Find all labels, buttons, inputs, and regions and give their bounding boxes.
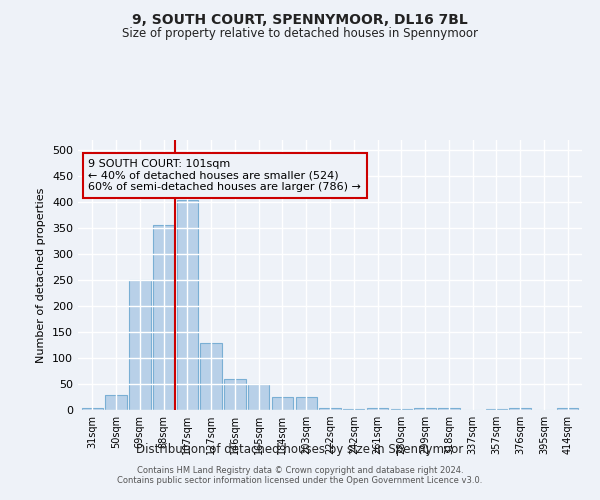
- Bar: [224, 379, 245, 410]
- Text: 9, SOUTH COURT, SPENNYMOOR, DL16 7BL: 9, SOUTH COURT, SPENNYMOOR, DL16 7BL: [132, 12, 468, 26]
- Bar: [438, 408, 460, 410]
- Bar: [486, 409, 507, 410]
- Bar: [415, 408, 436, 410]
- Bar: [153, 225, 174, 410]
- Bar: [391, 409, 412, 410]
- Text: Distribution of detached houses by size in Spennymoor: Distribution of detached houses by size …: [136, 442, 464, 456]
- Bar: [200, 342, 222, 410]
- Bar: [106, 396, 127, 410]
- Bar: [129, 280, 151, 410]
- Bar: [248, 384, 269, 410]
- Text: Contains HM Land Registry data © Crown copyright and database right 2024.
Contai: Contains HM Land Registry data © Crown c…: [118, 466, 482, 485]
- Bar: [509, 408, 531, 410]
- Bar: [343, 409, 364, 410]
- Bar: [319, 408, 341, 410]
- Y-axis label: Number of detached properties: Number of detached properties: [37, 188, 46, 362]
- Bar: [557, 408, 578, 410]
- Bar: [272, 397, 293, 410]
- Bar: [176, 200, 198, 410]
- Bar: [367, 408, 388, 410]
- Text: Size of property relative to detached houses in Spennymoor: Size of property relative to detached ho…: [122, 28, 478, 40]
- Bar: [82, 408, 103, 410]
- Text: 9 SOUTH COURT: 101sqm
← 40% of detached houses are smaller (524)
60% of semi-det: 9 SOUTH COURT: 101sqm ← 40% of detached …: [88, 159, 361, 192]
- Bar: [296, 397, 317, 410]
